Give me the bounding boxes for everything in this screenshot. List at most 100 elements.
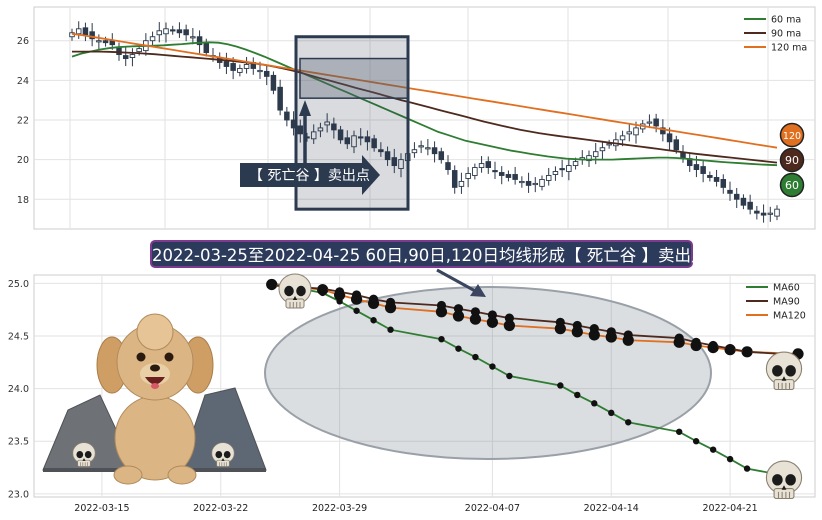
ma90-point (385, 297, 396, 307)
bottom-legend-label: MA120 (773, 311, 806, 322)
ma60-point (726, 455, 734, 463)
candle-body (465, 173, 471, 179)
skull-eye (215, 450, 223, 459)
top-y-tick-label: 20 (17, 155, 29, 166)
bottom-legend-label: MA90 (773, 297, 800, 308)
ma90-line (271, 284, 799, 356)
candle-body (653, 118, 659, 127)
dog-tongue (151, 383, 159, 389)
candle-body (418, 145, 424, 148)
candle-body (337, 129, 344, 141)
ma60-point (743, 465, 751, 472)
candle-body (660, 127, 666, 135)
candle-body (176, 29, 183, 34)
dog-mouth (145, 377, 165, 385)
candle-body (572, 161, 579, 167)
candle-body (505, 174, 512, 178)
candle-body (592, 151, 599, 158)
candle-body (626, 131, 633, 135)
skull-eye (785, 365, 796, 377)
candle-body (163, 28, 169, 35)
ma-badge-label: 60 (785, 179, 799, 192)
bottom-x-tick-label: 2022-03-29 (312, 503, 367, 514)
skull-eye (76, 450, 84, 459)
crossover-zone (299, 57, 409, 99)
ma90-point (267, 280, 277, 291)
ma-badge-label: 120 (783, 131, 801, 142)
skull-jaw (216, 459, 230, 467)
ma120-line (271, 283, 799, 355)
candle-body (122, 55, 129, 59)
candle-body (297, 125, 304, 135)
candle-body (411, 149, 418, 154)
candle-body (747, 201, 753, 210)
candle-body (438, 151, 445, 161)
ma90-point (674, 333, 684, 343)
candle-body (619, 135, 626, 141)
top-legend-label: 90 ma (771, 29, 801, 40)
candle-body (492, 170, 498, 173)
candle-body (102, 40, 109, 44)
skull-eye (772, 474, 783, 486)
skull-jaw (77, 459, 91, 467)
candle-body (310, 131, 317, 140)
candle-body (364, 136, 371, 143)
pointer-arrow-shaft (436, 268, 478, 294)
bottom-y-tick-label: 25.0 (8, 279, 29, 290)
candle-body (371, 138, 377, 149)
dog-eye (136, 352, 146, 362)
candle-body (478, 163, 485, 169)
ma-badge (779, 172, 805, 198)
ma90-point (504, 313, 514, 323)
ma60-point (709, 446, 717, 453)
ma60-point (353, 307, 360, 314)
skull-jaw (773, 379, 795, 391)
ma60-point (692, 438, 700, 445)
bottom-x-tick-label: 2022-03-15 (74, 503, 129, 514)
skull-nose (221, 458, 225, 461)
candle-body (740, 197, 747, 206)
skull-start (278, 273, 312, 309)
top-y-tick-label: 22 (17, 115, 29, 126)
candle-body (109, 40, 116, 46)
skull-eye (785, 474, 796, 486)
candle-body (673, 139, 680, 151)
ma90-point (725, 344, 735, 354)
ma90-point (318, 284, 328, 294)
candle-body (96, 40, 102, 43)
ma90-point (368, 294, 379, 304)
candle-body (485, 161, 492, 169)
callout-arrow (240, 155, 380, 195)
candle-body (539, 178, 545, 187)
ma90-point (487, 310, 498, 320)
ma90-line (72, 50, 778, 164)
top-y-tick-label: 18 (17, 195, 29, 206)
candle-body (646, 121, 653, 124)
top-legend-label: 60 ma (771, 15, 801, 26)
candle-body (243, 64, 250, 69)
candle-body (277, 86, 283, 111)
ma60-point (625, 419, 632, 426)
candle-body (512, 174, 518, 180)
candle-body (552, 171, 559, 175)
ma60-point (506, 372, 513, 380)
candle-body (586, 155, 592, 162)
bottom-y-tick-label: 24.5 (8, 332, 29, 343)
ma60-point (387, 326, 394, 333)
dog-paw (167, 465, 197, 485)
candle-body (445, 162, 451, 170)
bottom-y-tick-label: 24.0 (8, 384, 29, 395)
candle-body (425, 147, 431, 150)
candle-body (82, 27, 89, 36)
skull-nose (292, 296, 298, 300)
bottom-x-tick-label: 2022-03-22 (193, 503, 248, 514)
candle-body (270, 74, 277, 91)
skull-jaw (773, 488, 795, 500)
skull-jaw (285, 298, 305, 309)
candle-body (169, 29, 176, 32)
ma90-point (589, 324, 599, 334)
ma90-point (555, 317, 565, 327)
ma120-point (503, 319, 515, 332)
candle-body (237, 67, 243, 73)
skull-ma-end (765, 351, 803, 391)
